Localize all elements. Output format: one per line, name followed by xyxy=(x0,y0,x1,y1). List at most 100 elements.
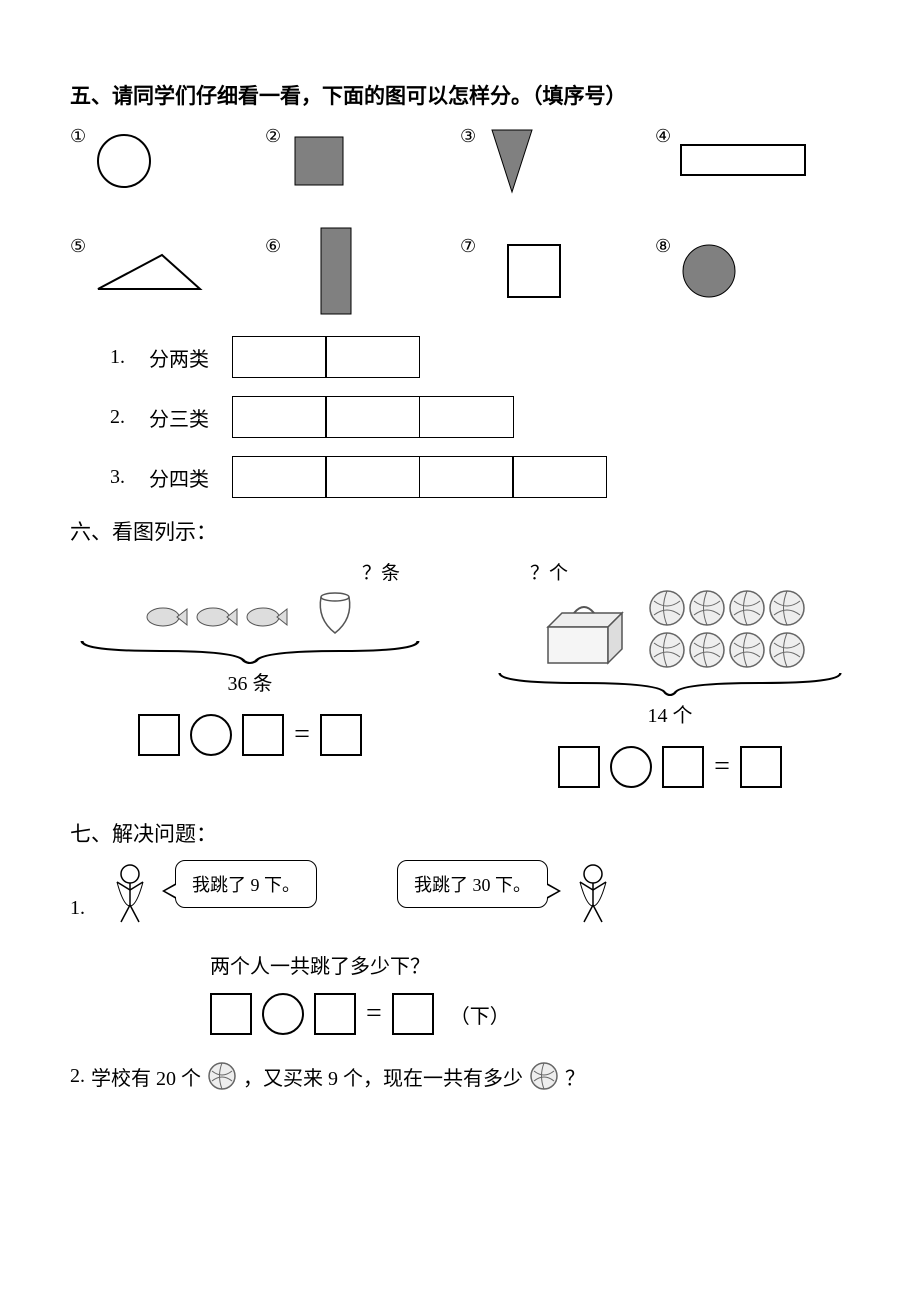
q6-right-pics xyxy=(534,589,806,669)
volleyball-icon xyxy=(688,589,726,627)
classify-boxes-1 xyxy=(233,336,420,378)
q6-left-pics xyxy=(143,589,357,637)
q6-right-total: 14 个 xyxy=(648,699,693,728)
equation-box[interactable] xyxy=(392,993,434,1035)
fish-icon xyxy=(143,597,293,637)
q6-left: ？条 36 条 = xyxy=(70,558,430,788)
classify-row-3: 3. 分四类 xyxy=(110,456,850,498)
section7-title: 七、解决问题： xyxy=(70,818,850,848)
volleyball-icon xyxy=(728,589,766,627)
classify-boxes-3 xyxy=(233,456,607,498)
brace-icon xyxy=(490,669,850,697)
equals-sign: = xyxy=(366,998,382,1030)
answer-box[interactable] xyxy=(325,336,420,378)
equation-box[interactable] xyxy=(740,746,782,788)
section6-title: 六、看图列示： xyxy=(70,516,850,546)
answer-box[interactable] xyxy=(512,456,607,498)
equals-sign: = xyxy=(714,751,730,783)
fishbowl-icon xyxy=(313,589,357,637)
volleyball-icon xyxy=(648,631,686,669)
equation-op[interactable] xyxy=(262,993,304,1035)
shape-cell-2: ② xyxy=(265,126,460,196)
shape-num-2: ② xyxy=(265,126,281,147)
answer-box[interactable] xyxy=(232,336,327,378)
volleyball-icon xyxy=(648,589,686,627)
equation-box[interactable] xyxy=(662,746,704,788)
classify-index-2: 2. xyxy=(110,406,125,429)
answer-box[interactable] xyxy=(419,396,514,438)
shape-cell-6: ⑥ xyxy=(265,236,460,306)
shape-cell-5: ⑤ xyxy=(70,236,265,306)
classify-row-2: 2. 分三类 xyxy=(110,396,850,438)
classify-row-1: 1. 分两类 xyxy=(110,336,850,378)
equation-op[interactable] xyxy=(190,714,232,756)
rect-tall-filled-icon xyxy=(289,236,460,306)
q6-left-total: 36 条 xyxy=(228,667,273,696)
box-icon xyxy=(534,599,634,669)
answer-box[interactable] xyxy=(232,456,327,498)
answer-box[interactable] xyxy=(325,456,420,498)
q7-1-equation: = （下） xyxy=(210,993,850,1035)
child-jumping-icon xyxy=(568,860,618,930)
q7-1-question: 两个人一共跳了多少下？ xyxy=(210,950,850,979)
classify-boxes-2 xyxy=(233,396,514,438)
equation-box[interactable] xyxy=(558,746,600,788)
equation-box[interactable] xyxy=(320,714,362,756)
classify-index-1: 1. xyxy=(110,346,125,369)
shape-cell-7: ⑦ xyxy=(460,236,655,306)
shape-num-4: ④ xyxy=(655,126,671,147)
volleyball-icon xyxy=(688,631,726,669)
speech-bubble-left: 我跳了 9 下。 xyxy=(175,860,317,908)
shape-cell-3: ③ xyxy=(460,126,655,196)
rect-wide-outline-icon xyxy=(679,126,850,196)
square-filled-icon xyxy=(289,126,460,196)
answer-box[interactable] xyxy=(419,456,514,498)
volleyballs-group xyxy=(648,589,806,669)
q7-2-row: 2. 学校有 20 个 ，又买来 9 个，现在一共有多少 ？ xyxy=(70,1061,850,1091)
q6-right-qmark: ？个 xyxy=(530,558,568,585)
volleyball-icon xyxy=(768,589,806,627)
classify-index-3: 3. xyxy=(110,466,125,489)
q6-left-qmark: ？条 xyxy=(362,558,400,585)
classify-label-1: 分两类 xyxy=(149,343,209,372)
shape-num-8: ⑧ xyxy=(655,236,671,257)
volleyball-icon xyxy=(529,1061,559,1091)
shape-cell-1: ① xyxy=(70,126,265,196)
q7-1-row: 1. 我跳了 9 下。 我跳了 30 下。 xyxy=(70,860,850,930)
q7-2-num: 2. xyxy=(70,1065,85,1088)
square-outline-icon xyxy=(484,236,655,306)
equation-box[interactable] xyxy=(314,993,356,1035)
volleyball-icon xyxy=(728,631,766,669)
equation-box[interactable] xyxy=(242,714,284,756)
classify-label-2: 分三类 xyxy=(149,403,209,432)
circle-filled-icon xyxy=(679,236,850,306)
shape-cell-4: ④ xyxy=(655,126,850,196)
triangle-outline-icon xyxy=(94,236,265,306)
q6-right-equation: = xyxy=(558,746,782,788)
q7-2-part2: ，又买来 9 个，现在一共有多少 xyxy=(243,1062,523,1091)
child-jumping-icon xyxy=(105,860,155,930)
equation-box[interactable] xyxy=(210,993,252,1035)
q6-wrap: ？条 36 条 = xyxy=(70,558,850,788)
q6-left-equation: = xyxy=(138,714,362,756)
shape-cell-8: ⑧ xyxy=(655,236,850,306)
speech-bubble-right: 我跳了 30 下。 xyxy=(397,860,548,908)
volleyball-icon xyxy=(207,1061,237,1091)
shape-num-3: ③ xyxy=(460,126,476,147)
shapes-grid: ① ② ③ ④ ⑤ ⑥ ⑦ xyxy=(70,126,850,306)
section5-title: 五、请同学们仔细看一看，下面的图可以怎样分。（填序号） xyxy=(70,80,850,110)
equals-sign: = xyxy=(294,719,310,751)
q7-1-unit: （下） xyxy=(450,1000,510,1029)
q7-2-part1: 学校有 20 个 xyxy=(91,1062,201,1091)
q7-1-num: 1. xyxy=(70,897,85,920)
shape-num-1: ① xyxy=(70,126,86,147)
shape-num-7: ⑦ xyxy=(460,236,476,257)
equation-box[interactable] xyxy=(138,714,180,756)
q6-right: ？个 xyxy=(490,558,850,788)
triangle-filled-icon xyxy=(484,126,655,196)
answer-box[interactable] xyxy=(325,396,420,438)
q7-2-part3: ？ xyxy=(565,1062,585,1091)
shape-num-5: ⑤ xyxy=(70,236,86,257)
equation-op[interactable] xyxy=(610,746,652,788)
answer-box[interactable] xyxy=(232,396,327,438)
